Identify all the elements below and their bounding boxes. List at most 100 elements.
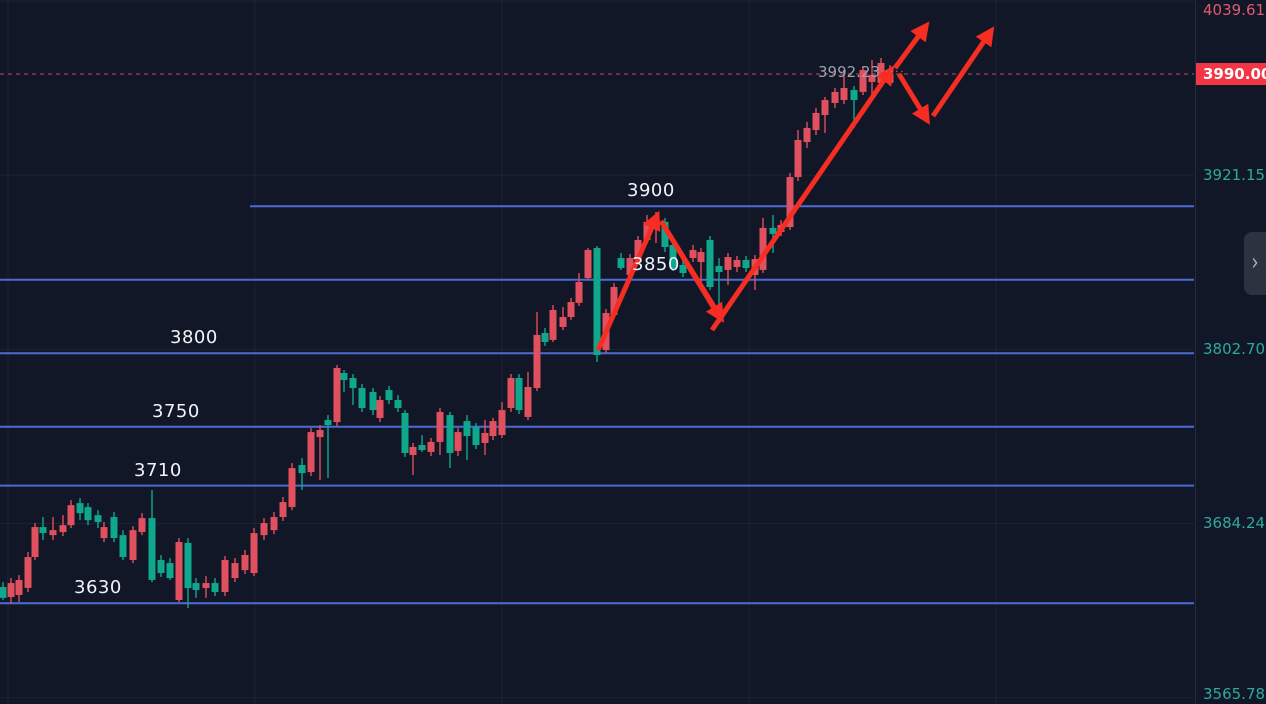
candle bbox=[166, 563, 174, 579]
candle bbox=[669, 244, 677, 269]
level-label-3800[interactable]: 3800 bbox=[170, 327, 218, 349]
candle bbox=[489, 421, 497, 437]
candle bbox=[39, 527, 47, 534]
candle bbox=[409, 446, 417, 456]
candle bbox=[549, 309, 557, 340]
candle bbox=[385, 390, 393, 401]
candle bbox=[241, 554, 249, 571]
candle bbox=[24, 557, 32, 588]
axis-tick: 3684.24 bbox=[1203, 514, 1266, 533]
projection-arrow[interactable] bbox=[892, 21, 930, 70]
candle bbox=[759, 227, 767, 270]
candle bbox=[427, 441, 435, 452]
level-label-3710[interactable]: 3710 bbox=[134, 459, 182, 481]
candle bbox=[794, 140, 802, 178]
candle bbox=[148, 518, 156, 580]
candle bbox=[119, 535, 127, 558]
price-axis[interactable]: 4039.61 3921.15 3802.70 3684.24 3565.78 … bbox=[1195, 0, 1266, 704]
candle bbox=[7, 583, 15, 598]
candle bbox=[192, 583, 200, 590]
candle bbox=[324, 420, 332, 426]
candle bbox=[868, 74, 876, 82]
axis-tick: 3802.70 bbox=[1203, 340, 1266, 359]
candle bbox=[472, 427, 480, 446]
candle bbox=[250, 533, 258, 574]
candle bbox=[84, 507, 92, 521]
candle bbox=[358, 387, 366, 408]
drawing-price-value: 3992.23 bbox=[818, 63, 881, 81]
candle bbox=[559, 316, 567, 327]
panel-collapse-tab[interactable]: › bbox=[1244, 232, 1266, 295]
candle bbox=[786, 177, 794, 228]
projection-arrow[interactable] bbox=[595, 210, 661, 352]
candle bbox=[481, 432, 489, 443]
candle bbox=[541, 333, 549, 342]
candle bbox=[138, 518, 146, 533]
candle bbox=[49, 530, 57, 536]
candle bbox=[840, 87, 848, 101]
candle bbox=[831, 91, 839, 103]
candle bbox=[498, 410, 506, 436]
candle bbox=[100, 527, 108, 539]
projection-arrow[interactable] bbox=[896, 72, 930, 125]
candle bbox=[288, 468, 296, 508]
candle bbox=[418, 445, 426, 451]
projection-arrow[interactable] bbox=[709, 65, 895, 332]
candle bbox=[260, 523, 268, 536]
candle bbox=[812, 112, 820, 131]
candle bbox=[463, 421, 471, 437]
candle bbox=[524, 386, 532, 417]
candle bbox=[184, 542, 192, 589]
candle bbox=[733, 259, 741, 268]
current-price-badge: 3990.00 bbox=[1196, 63, 1266, 85]
projection-arrow[interactable] bbox=[658, 219, 724, 323]
axis-tick: 3921.15 bbox=[1203, 166, 1266, 185]
candle bbox=[715, 265, 723, 273]
axis-tick: 3565.78 bbox=[1203, 685, 1266, 703]
candle bbox=[454, 432, 462, 451]
candle bbox=[742, 259, 750, 269]
candle bbox=[67, 505, 75, 526]
candle bbox=[401, 412, 409, 453]
candle bbox=[661, 221, 669, 248]
candle bbox=[369, 391, 377, 411]
level-label-3850[interactable]: 3850 bbox=[632, 253, 680, 275]
candle bbox=[697, 252, 705, 263]
candle bbox=[689, 249, 697, 259]
candle bbox=[316, 430, 324, 438]
candle bbox=[76, 503, 84, 514]
candle bbox=[679, 264, 687, 274]
candle bbox=[333, 368, 341, 423]
projection-arrow[interactable] bbox=[930, 26, 995, 118]
candle bbox=[617, 258, 625, 269]
candle bbox=[231, 563, 239, 579]
candle bbox=[59, 525, 67, 533]
candle bbox=[175, 542, 183, 600]
candle bbox=[593, 248, 601, 356]
candle bbox=[515, 377, 523, 411]
level-label-3750[interactable]: 3750 bbox=[152, 400, 200, 422]
candle bbox=[634, 239, 642, 260]
candle bbox=[821, 100, 829, 116]
candle bbox=[31, 527, 39, 558]
candle bbox=[298, 465, 306, 474]
candle bbox=[270, 517, 278, 531]
candle bbox=[0, 587, 7, 598]
level-label-3630[interactable]: 3630 bbox=[74, 577, 122, 599]
axis-tick: 4039.61 bbox=[1203, 1, 1266, 19]
candle bbox=[436, 411, 444, 442]
candle bbox=[567, 301, 575, 317]
drawing-price-note[interactable]: 3992.23 ···· bbox=[818, 61, 906, 83]
candle bbox=[610, 287, 618, 315]
candle bbox=[803, 127, 811, 143]
candle bbox=[129, 530, 137, 560]
candle bbox=[626, 258, 634, 275]
candle bbox=[202, 583, 210, 589]
candle bbox=[533, 334, 541, 388]
candle bbox=[15, 579, 23, 595]
chevron-right-icon: › bbox=[1251, 248, 1259, 277]
candle bbox=[157, 559, 165, 574]
level-label-3900[interactable]: 3900 bbox=[627, 180, 675, 202]
